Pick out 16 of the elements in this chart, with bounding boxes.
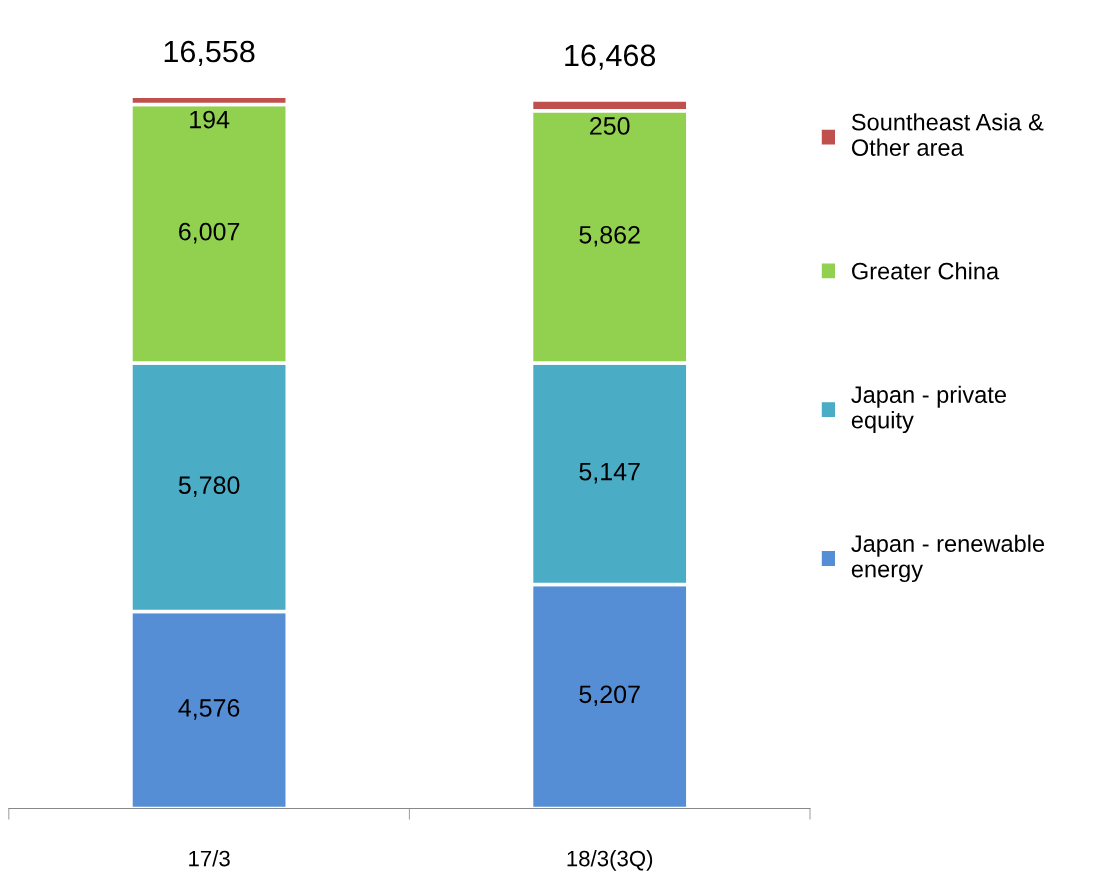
- total-label: 16,558: [164, 40, 255, 66]
- data-label: 4,576: [178, 699, 240, 720]
- legend-label: Greater China: [852, 262, 1000, 280]
- data-label: 194: [190, 110, 230, 129]
- data-label: 5,780: [178, 476, 240, 497]
- legend-label: Sountheast Asia & Other area: [851, 113, 1044, 156]
- legend-label: Japan - private equity: [851, 385, 1006, 434]
- x-tick-label: 17/3: [189, 850, 230, 867]
- data-label: 5,862: [579, 225, 640, 247]
- legend-label: Japan - renewable energy: [851, 534, 1045, 583]
- data-label: 250: [590, 117, 630, 135]
- total-label: 16,468: [565, 44, 656, 70]
- x-tick-label: 18/3(3Q): [567, 850, 653, 871]
- data-label: 5,207: [579, 685, 640, 707]
- data-label: 5,147: [579, 462, 640, 484]
- data-label: 6,007: [179, 222, 240, 244]
